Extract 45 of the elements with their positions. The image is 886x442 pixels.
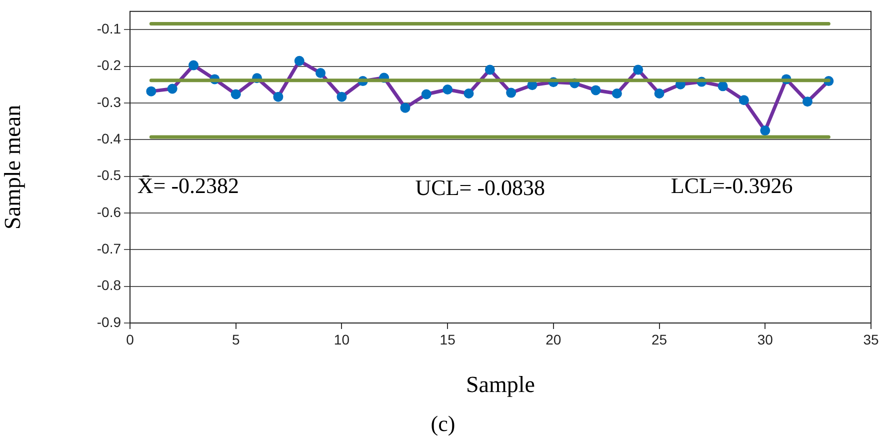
point <box>760 126 770 136</box>
point <box>188 60 199 70</box>
x-tick-label: 35 <box>863 331 879 348</box>
point <box>484 64 495 75</box>
x-tick-label: 10 <box>334 331 350 348</box>
x-tick-label: 25 <box>651 331 668 348</box>
point <box>167 84 178 94</box>
point <box>400 102 410 113</box>
text: (c) <box>430 410 456 436</box>
point <box>738 95 749 106</box>
point <box>464 88 474 99</box>
y-tick-label: -0.5 <box>96 167 122 184</box>
y-tick-label: -0.3 <box>96 94 122 110</box>
point <box>654 88 664 99</box>
point <box>294 56 304 66</box>
y-tick-label: -0.1 <box>96 20 122 37</box>
point <box>633 64 644 75</box>
point <box>421 89 432 100</box>
y-tick-label: -0.9 <box>96 314 122 330</box>
x-tick-label: 5 <box>232 331 240 348</box>
point <box>612 88 622 99</box>
y-tick-label: -0.4 <box>96 130 122 147</box>
annotation: X̄= -0.2382 <box>137 173 240 198</box>
y-axis-title: Sample mean <box>0 104 25 230</box>
point <box>802 96 812 107</box>
point <box>316 68 326 78</box>
point <box>146 86 156 96</box>
point <box>442 84 453 94</box>
x-axis-title: Sample <box>466 372 535 398</box>
annotation: UCL= -0.0838 <box>415 174 546 200</box>
y-tick-label: -0.6 <box>96 204 122 220</box>
point <box>590 85 601 96</box>
point <box>336 92 347 102</box>
point <box>718 81 728 92</box>
point <box>273 92 284 102</box>
y-tick-label: -0.8 <box>96 277 122 294</box>
x-tick-label: 15 <box>440 331 456 348</box>
y-tick-label: -0.7 <box>96 240 122 257</box>
annotation: LCL=-0.3926 <box>670 173 793 198</box>
point <box>230 89 241 100</box>
y-tick-label: -0.2 <box>96 57 122 74</box>
x-tick-label: 20 <box>546 331 562 348</box>
point <box>506 88 516 98</box>
x-tick-label: 0 <box>126 331 134 348</box>
x-tick-label: 30 <box>757 331 774 348</box>
